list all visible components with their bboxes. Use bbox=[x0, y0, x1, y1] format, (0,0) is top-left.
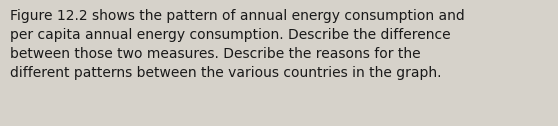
Text: Figure 12.2 shows the pattern of annual energy consumption and
per capita annual: Figure 12.2 shows the pattern of annual … bbox=[10, 9, 465, 80]
